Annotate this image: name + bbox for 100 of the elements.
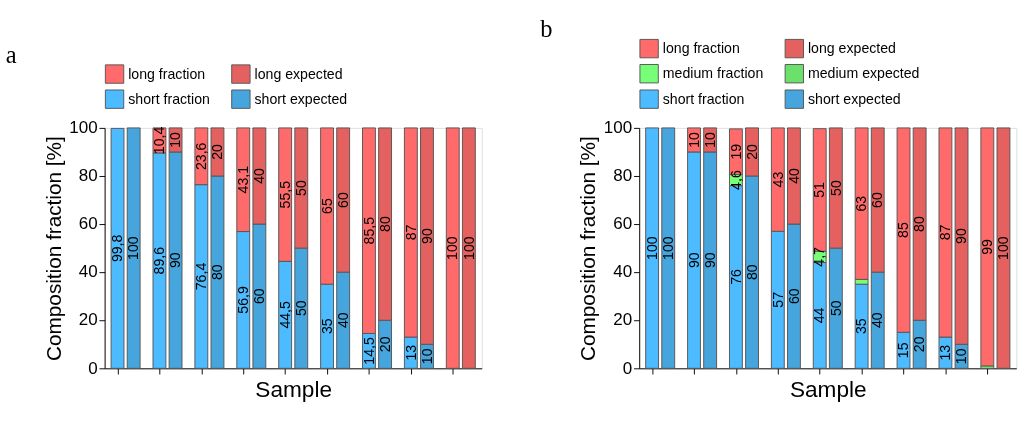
data-label: 80	[743, 264, 760, 281]
data-label: 4,6	[727, 170, 744, 190]
legend-label: long fraction	[662, 40, 740, 57]
y-axis-title: Composition fraction [%]	[576, 136, 600, 361]
data-label: 20	[911, 336, 928, 353]
legend-label: short expected	[254, 90, 348, 107]
data-label: 80	[376, 216, 393, 232]
data-label: 50	[827, 300, 844, 317]
data-label: 20	[376, 336, 393, 353]
x-axis-title: Sample	[789, 376, 867, 402]
bar	[980, 127, 995, 367]
data-label: 100	[659, 236, 676, 260]
data-label: 10	[953, 348, 970, 365]
data-label: 90	[418, 228, 435, 244]
bar	[110, 127, 125, 369]
data-label: 87	[937, 224, 954, 241]
data-label: 57	[769, 291, 786, 308]
y-tick-label: 40	[613, 262, 633, 282]
data-label: 10	[418, 348, 435, 365]
data-label: 55,5	[276, 180, 293, 209]
data-label: 10	[167, 131, 184, 148]
data-label: 40	[785, 168, 802, 184]
data-label: 23,6	[193, 142, 210, 171]
data-label: 63	[853, 195, 870, 212]
data-label: 87	[402, 224, 419, 241]
data-label: 13	[402, 344, 419, 361]
data-label: 100	[460, 236, 477, 260]
bar	[854, 283, 869, 369]
data-label: 40	[334, 312, 351, 329]
y-tick-label: 100	[603, 118, 633, 138]
data-label: 40	[251, 168, 268, 184]
data-label: 14,5	[360, 337, 377, 365]
bar	[126, 127, 141, 369]
data-label: 76	[727, 268, 744, 285]
data-label: 89,6	[151, 246, 168, 275]
data-label: 40	[869, 312, 886, 329]
data-label: 65	[318, 198, 335, 214]
data-label: 20	[743, 143, 760, 160]
bar	[996, 127, 1011, 369]
data-label: 80	[209, 264, 226, 281]
data-label: 19	[727, 143, 744, 160]
x-axis-title: Sample	[255, 376, 333, 402]
data-label: 10	[685, 131, 702, 148]
data-label: 60	[334, 192, 351, 208]
data-label: 10,4	[151, 126, 168, 155]
legend-label: long expected	[807, 40, 896, 57]
y-tick-label: 80	[78, 166, 98, 186]
y-tick-label: 100	[69, 118, 98, 138]
data-label: 43,1	[234, 165, 251, 194]
data-label: 85	[895, 222, 912, 238]
data-label: 60	[869, 192, 886, 208]
y-tick-label: 20	[78, 310, 98, 330]
bar	[645, 127, 660, 369]
bar	[461, 127, 476, 369]
data-label: 4,7	[811, 246, 828, 267]
y-tick-label: 0	[88, 358, 98, 378]
data-label: 100	[643, 236, 660, 260]
bar	[661, 127, 676, 369]
data-label: 44	[811, 307, 828, 324]
data-label: 90	[167, 252, 184, 269]
data-label: 15	[895, 342, 912, 359]
data-label: 85,5	[360, 216, 377, 245]
legend-label: medium expected	[807, 65, 920, 82]
legend-label: long expected	[254, 65, 343, 82]
y-tick-label: 80	[613, 166, 633, 186]
legend-label: short fraction	[662, 90, 745, 107]
data-label: 60	[251, 288, 268, 305]
data-label: 13	[937, 344, 954, 361]
data-label: 35	[318, 318, 335, 335]
chart-title: a	[5, 40, 17, 68]
data-label: 99,8	[109, 234, 126, 263]
y-tick-label: 0	[622, 358, 633, 378]
data-label: 50	[292, 300, 309, 317]
data-label: 43	[769, 171, 786, 188]
data-label: 50	[827, 180, 844, 196]
data-label: 80	[911, 216, 928, 232]
data-label: 100	[444, 236, 461, 260]
data-label: 90	[685, 252, 702, 269]
data-label: 20	[209, 143, 226, 160]
legend-label: short fraction	[128, 90, 210, 107]
data-label: 90	[953, 228, 970, 244]
legend-label: short expected	[807, 90, 901, 107]
data-label: 76,4	[193, 262, 210, 291]
y-tick-label: 40	[78, 262, 98, 282]
y-tick-label: 60	[613, 214, 633, 234]
data-label: 44,5	[276, 300, 293, 329]
y-tick-label: 20	[613, 310, 633, 330]
chart-title: b	[540, 15, 553, 43]
legend-label: long fraction	[128, 65, 206, 82]
data-label: 100	[125, 236, 142, 260]
data-label: 56,9	[234, 286, 251, 314]
y-tick-label: 60	[78, 214, 98, 234]
data-label: 35	[853, 318, 870, 335]
data-label: 60	[785, 288, 802, 305]
data-label: 51	[811, 181, 828, 198]
data-label: 99	[979, 238, 996, 255]
legend-label: medium fraction	[662, 65, 764, 82]
bar	[445, 127, 460, 369]
data-label: 90	[701, 252, 718, 269]
data-label: 10	[701, 131, 718, 148]
